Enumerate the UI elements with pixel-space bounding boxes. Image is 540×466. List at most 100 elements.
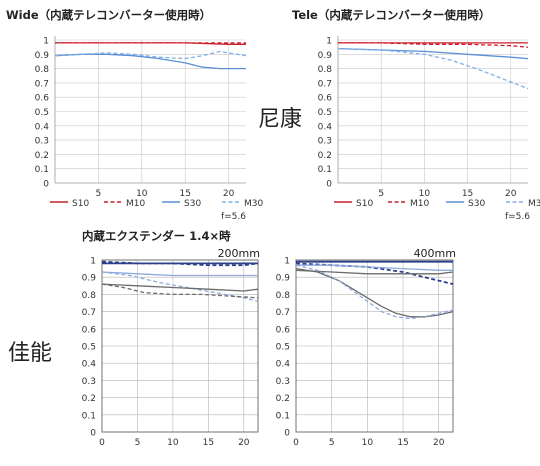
y-tick-label: 0.4 [318,122,333,132]
y-tick-label: 0 [90,429,96,439]
y-tick-label: 0.9 [35,51,50,61]
canon-400mm-chart: 400mm 00.10.20.30.40.50.60.70.80.910 5 10 1… [276,247,456,448]
y-tick-label: 1 [90,257,96,267]
aperture-label: f=5.6 [505,212,530,222]
y-tick-label: 0.2 [318,151,332,161]
series-line [101,271,258,277]
series-line-s30 [54,53,246,70]
y-tick-label: 0.2 [35,151,49,161]
x-tick-label: 5 [135,438,141,448]
legend-label: M30 [528,199,540,209]
legend-label: S30 [468,199,485,209]
y-tick-label: 0.7 [82,308,96,318]
y-tick-label: 0.4 [82,360,97,370]
y-tick-label: 0 [326,180,332,190]
legend-label: M10 [126,199,145,209]
y-tick-label: 0.2 [276,394,290,404]
legend-label: S10 [72,199,89,209]
y-tick-label: 0.6 [35,94,50,104]
series-line [101,283,259,292]
chart-title: Tele（内蔵テレコンバーター使用時） [292,8,490,22]
y-tick-label: 0.5 [82,343,96,353]
plot-frame [295,259,454,433]
y-tick-label: 0.1 [35,165,49,175]
x-tick-label: 0 [99,438,105,448]
y-tick-label: 0.1 [82,411,96,421]
y-tick-label: 0.9 [318,51,333,61]
y-tick-label: 0.5 [35,108,49,118]
y-tick-label: 0.9 [82,274,97,284]
chart-title: 200mm [218,247,260,260]
canon-200mm-chart: 200mm 00.10.20.30.40.50.60.70.80.910 5 10 1… [82,247,260,448]
y-tick-label: 0.6 [276,325,291,335]
series-line [295,267,454,318]
x-tick-label: 0 [293,438,299,448]
chart-title: 400mm [414,247,456,260]
y-tick-label: 0 [284,429,290,439]
y-tick-label: 0.5 [318,108,332,118]
x-tick-label: 20 [238,438,250,448]
x-tick-label: 20 [433,438,445,448]
nikon-wide-chart: Wide（内蔵テレコンバーター使用時） 0 0.1 0.2 0.3 0.4 0.5 0.6 0… [6,8,263,222]
y-tick-label: 0.6 [318,94,333,104]
legend-label: S30 [184,199,201,209]
series-line-m30 [337,47,529,90]
y-tick-label: 0.8 [35,65,50,75]
nikon-brand-label: 尼康 [258,107,302,132]
y-tick-label: 0.8 [318,65,333,75]
x-tick-label: 5 [329,438,335,448]
series-line [101,260,259,267]
series-line [295,269,454,275]
series-line-m30 [54,50,247,60]
x-tick-label: 20 [223,189,235,199]
y-tick-label: 0.8 [82,291,97,301]
y-tick-label: 0.3 [276,377,290,387]
x-tick-label: 5 [96,189,102,199]
series-line-m10 [338,42,529,48]
y-tick-label: 0 [43,180,49,190]
x-tick-label: 10 [419,189,431,199]
y-tick-label: 0.7 [276,308,290,318]
x-tick-label: 5 [378,189,384,199]
x-tick-label: 10 [362,438,374,448]
x-tick-label: 15 [397,438,408,448]
series-line [295,264,454,320]
x-tick-label: 10 [167,438,179,448]
y-tick-label: 0.6 [82,325,97,335]
y-tick-label: 0.7 [35,79,49,89]
series-line [296,264,453,271]
legend-label: S10 [356,199,373,209]
y-tick-label: 0.5 [276,343,290,353]
y-tick-label: 0.4 [276,360,291,370]
chart-title: Wide（内蔵テレコンバーター使用時） [6,8,211,22]
nikon-tele-chart: Tele（内蔵テレコンバーター使用時） 0 0.1 0.2 0.3 0.4 0.5 0.6 0… [292,8,540,222]
y-tick-label: 0.9 [276,274,291,284]
y-tick-label: 0.3 [82,377,96,387]
x-tick-label: 15 [203,438,214,448]
y-tick-label: 0.3 [35,137,49,147]
y-tick-label: 0.1 [276,411,290,421]
x-tick-label: 15 [462,189,473,199]
canon-brand-label: 佳能 [8,341,52,366]
y-tick-label: 1 [43,37,49,47]
canon-heading: 内蔵エクステンダー 1.4×時 [82,229,231,243]
plot-frame [101,259,259,433]
x-tick-label: 20 [505,189,517,199]
y-tick-label: 0.1 [318,165,332,175]
y-tick-label: 0.7 [318,79,332,89]
y-tick-label: 1 [284,257,290,267]
x-tick-label: 10 [136,189,148,199]
aperture-label: f=5.6 [221,212,246,222]
legend-label: M10 [410,199,429,209]
y-tick-label: 0.2 [82,394,96,404]
series-line [101,283,259,299]
y-tick-label: 0.8 [276,291,291,301]
x-tick-label: 15 [180,189,191,199]
y-tick-label: 0.4 [35,122,50,132]
series-line [101,271,259,302]
legend-label: M30 [244,199,263,209]
y-tick-label: 0.3 [318,137,332,147]
y-tick-label: 1 [326,37,332,47]
